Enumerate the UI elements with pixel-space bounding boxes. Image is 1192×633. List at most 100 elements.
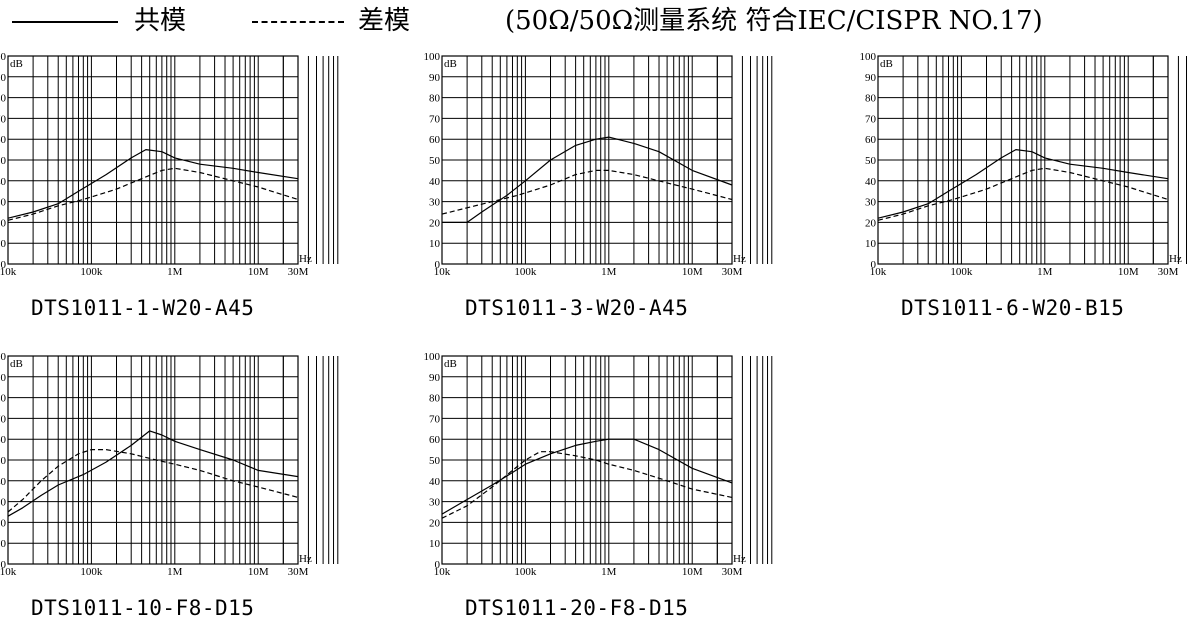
- chart-plot: 0 10 20 30 40 50 60 70 80 90 100 10k 100k 1M 10M 30M dB H…: [424, 351, 773, 578]
- y-unit-label: dB: [10, 358, 23, 370]
- x-tick-label: 100k: [514, 266, 537, 278]
- x-tick-label: 100k: [950, 266, 973, 278]
- y-tick-label: 70: [0, 113, 7, 125]
- common-mode-line: [442, 136, 733, 223]
- y-tick-label: 10: [429, 538, 441, 550]
- y-tick-label: 100: [860, 51, 877, 63]
- x-tick-label: 1M: [167, 566, 183, 578]
- y-tick-label: 30: [429, 497, 441, 509]
- chart-plot: 0 10 20 30 40 50 60 70 80 90 100 10k 100k 1M 10M 30M dB H…: [424, 51, 773, 278]
- x-tick-label: 30M: [722, 566, 743, 578]
- y-tick-label: 90: [0, 372, 7, 384]
- plot-frame: [7, 355, 299, 565]
- x-tick-label: 10M: [1118, 266, 1139, 278]
- y-tick-label: 50: [0, 455, 7, 467]
- model-label: DTS1011-1-W20-A45: [31, 296, 255, 320]
- y-tick-label: 20: [0, 517, 7, 529]
- y-tick-label: 0: [871, 259, 877, 271]
- common-mode-swatch: [12, 21, 118, 23]
- y-tick-label: 50: [429, 455, 441, 467]
- y-tick-label: 20: [0, 217, 7, 229]
- y-tick-label: 30: [0, 497, 7, 509]
- model-label: DTS1011-6-W20-B15: [901, 296, 1125, 320]
- y-tick-label: 60: [429, 134, 441, 146]
- common-mode-line: [877, 149, 1169, 219]
- x-tick-label: 100k: [514, 566, 537, 578]
- common-mode-line: [441, 438, 733, 515]
- plot-frame: [877, 55, 1169, 265]
- chart-dts1011-10: 0 10 20 30 40 50 60 70 80 90 100 10k 100k 1M 10M 30M dB H…: [0, 351, 339, 620]
- y-tick-label: 70: [429, 113, 441, 125]
- y-tick-label: 40: [429, 176, 441, 188]
- y-tick-label: 60: [429, 434, 441, 446]
- y-tick-label: 30: [429, 197, 441, 209]
- y-unit-label: dB: [880, 58, 893, 70]
- x-tick-label: 10k: [0, 266, 17, 278]
- x-unit-label: Hz: [299, 253, 312, 265]
- x-tick-label: 10M: [248, 266, 269, 278]
- y-tick-label: 40: [0, 476, 7, 488]
- chart-dts1011-20: 0 10 20 30 40 50 60 70 80 90 100 10k 100k 1M 10M 30M dB H…: [424, 351, 773, 620]
- y-tick-label: 0: [1, 559, 7, 571]
- x-tick-label: 10k: [434, 566, 451, 578]
- y-tick-label: 50: [865, 155, 877, 167]
- y-unit-label: dB: [444, 358, 457, 370]
- y-tick-label: 20: [865, 217, 877, 229]
- y-tick-label: 0: [1, 259, 7, 271]
- y-unit-label: dB: [10, 58, 23, 70]
- y-unit-label: dB: [444, 58, 457, 70]
- model-label: DTS1011-20-F8-D15: [465, 596, 689, 620]
- differential-mode-swatch: [252, 21, 344, 23]
- differential-mode-line: [7, 449, 299, 513]
- x-tick-label: 30M: [288, 266, 309, 278]
- y-tick-label: 70: [429, 413, 441, 425]
- x-tick-label: 10M: [248, 566, 269, 578]
- y-tick-label: 60: [865, 134, 877, 146]
- y-tick-label: 80: [865, 93, 877, 105]
- x-tick-label: 10k: [0, 566, 17, 578]
- y-tick-label: 70: [865, 113, 877, 125]
- y-tick-label: 40: [865, 176, 877, 188]
- measurement-note: (50Ω/50Ω测量系统 符合IEC/CISPR NO.17): [505, 6, 1043, 36]
- y-tick-label: 70: [0, 413, 7, 425]
- y-tick-label: 100: [424, 51, 441, 63]
- x-tick-label: 100k: [80, 566, 103, 578]
- model-label: DTS1011-10-F8-D15: [31, 596, 255, 620]
- chart-plot: 0 10 20 30 40 50 60 70 80 90 100 10k 100k 1M 10M 30M dB H…: [0, 51, 339, 278]
- y-tick-label: 100: [424, 351, 441, 363]
- y-tick-label: 80: [429, 93, 441, 105]
- x-tick-label: 30M: [288, 566, 309, 578]
- x-tick-label: 100k: [80, 266, 103, 278]
- y-tick-label: 80: [429, 393, 441, 405]
- y-tick-label: 60: [0, 134, 7, 146]
- x-tick-label: 1M: [601, 266, 617, 278]
- y-tick-label: 10: [429, 238, 441, 250]
- y-tick-label: 50: [429, 155, 441, 167]
- y-tick-label: 90: [865, 72, 877, 84]
- common-mode-label: 共模: [134, 6, 187, 36]
- y-tick-label: 100: [0, 351, 7, 363]
- chart-dts1011-1: 0 10 20 30 40 50 60 70 80 90 100 10k 100k 1M 10M 30M dB H…: [0, 51, 339, 320]
- y-tick-label: 20: [429, 217, 441, 229]
- y-tick-label: 10: [0, 538, 7, 550]
- y-tick-label: 30: [865, 197, 877, 209]
- y-tick-label: 80: [0, 93, 7, 105]
- y-tick-label: 20: [429, 517, 441, 529]
- y-tick-label: 80: [0, 393, 7, 405]
- x-unit-label: Hz: [299, 553, 312, 565]
- y-tick-label: 10: [0, 238, 7, 250]
- x-tick-label: 30M: [722, 266, 743, 278]
- chart-dts1011-3: 0 10 20 30 40 50 60 70 80 90 100 10k 100k 1M 10M 30M dB H…: [424, 51, 773, 320]
- plot-frame: [7, 55, 299, 265]
- common-mode-line: [7, 430, 299, 517]
- x-unit-label: Hz: [733, 253, 746, 265]
- y-tick-label: 60: [0, 434, 7, 446]
- legend: 共模 差模 (50Ω/50Ω测量系统 符合IEC/CISPR NO.17): [0, 0, 1192, 44]
- y-tick-label: 100: [0, 51, 7, 63]
- y-tick-label: 50: [0, 155, 7, 167]
- x-tick-label: 10M: [682, 566, 703, 578]
- x-unit-label: Hz: [733, 553, 746, 565]
- model-label: DTS1011-3-W20-A45: [465, 296, 689, 320]
- y-tick-label: 10: [865, 238, 877, 250]
- y-tick-label: 0: [435, 559, 441, 571]
